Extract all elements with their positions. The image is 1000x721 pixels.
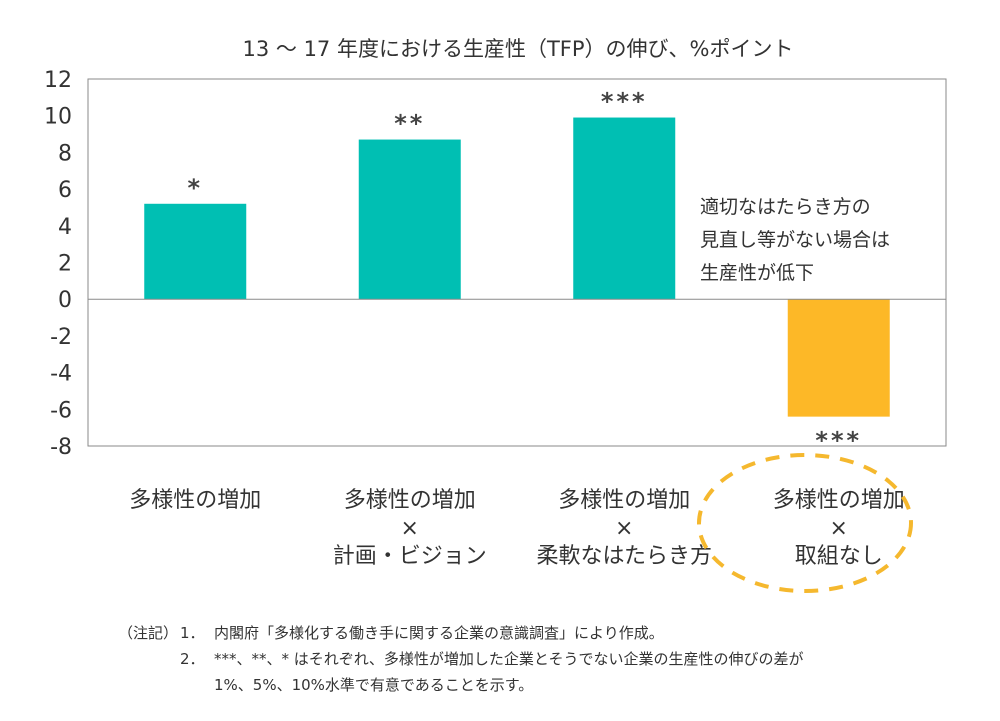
annotation-line: 見直し等がない場合は (700, 229, 890, 251)
y-tick-label: -8 (50, 435, 72, 460)
y-tick-label: 12 (44, 68, 72, 93)
x-tick-label: × (615, 516, 633, 541)
significance-label: *** (815, 427, 862, 455)
bars (144, 117, 890, 417)
notes: （注記） 1． 内閣府「多様化する働き手に関する企業の意識調査」により作成。 2． *… (118, 620, 803, 698)
plot-frame (87, 78, 947, 447)
significance-label: *** (601, 88, 648, 116)
x-tick-label: × (830, 516, 848, 541)
y-tick-label: 0 (58, 288, 72, 313)
note-2-text-line-2: 1%、5%、10%水準で有意であることを示す。 (214, 676, 534, 694)
x-tick-label: × (401, 516, 419, 541)
y-tick-label: 10 (44, 105, 72, 130)
x-tick-label: 多様性の増加 (344, 488, 476, 513)
note-1-number: 1． (180, 624, 205, 642)
y-tick-label: -2 (50, 325, 72, 350)
bar (787, 299, 890, 417)
note-1-text: 内閣府「多様化する働き手に関する企業の意識調査」により作成。 (214, 624, 664, 642)
x-tick-label: 多様性の増加 (558, 488, 690, 513)
bar (358, 139, 461, 300)
note-2-number: 2． (180, 650, 205, 668)
x-tick-label: 多様性の増加 (129, 488, 261, 513)
note-1: （注記） 1． 内閣府「多様化する働き手に関する企業の意識調査」により作成。 (118, 620, 803, 646)
significance-label: * (187, 174, 203, 202)
chart-title: 13 ～ 17 年度における生産性（TFP）の伸び、%ポイント (243, 37, 794, 61)
bar (144, 203, 247, 300)
note-2-text-line-1: ***、**、* はそれぞれ、多様性が増加した企業とそうでない企業の生産性の伸び… (214, 650, 804, 668)
x-axis-labels: 多様性の増加 多様性の増加×計画・ビジョン多様性の増加×柔軟なはたらき方多様性の増… (129, 488, 905, 569)
significance-labels: ********* (187, 88, 862, 455)
bar (573, 117, 676, 300)
note-2-cont: 1%、5%、10%水準で有意であることを示す。 (118, 672, 803, 698)
y-tick-label: -4 (50, 362, 72, 387)
y-tick-label: 4 (58, 215, 72, 240)
highlight-circle (697, 453, 913, 593)
y-tick-label: 8 (58, 141, 72, 166)
y-tick-label: 6 (58, 178, 72, 203)
annotation-line: 生産性が低下 (700, 262, 814, 284)
x-tick-label: 多様性の増加 (773, 488, 905, 513)
note-2: 2． ***、**、* はそれぞれ、多様性が増加した企業とそうでない企業の生産性の… (118, 646, 803, 672)
x-tick-label: 柔軟なはたらき方 (536, 544, 712, 569)
y-tick-label: 2 (58, 252, 72, 277)
notes-label: （注記） (118, 624, 179, 642)
significance-label: ** (394, 110, 425, 138)
y-axis: 12 10 8 6 4 2 0 -2 -4 -6 -8 (44, 68, 72, 460)
annotation-line: 適切なはたらき方の (700, 196, 871, 218)
x-tick-label: 取組なし (795, 544, 883, 569)
y-tick-label: -6 (50, 398, 72, 423)
x-tick-label: 計画・ビジョン (333, 544, 487, 569)
